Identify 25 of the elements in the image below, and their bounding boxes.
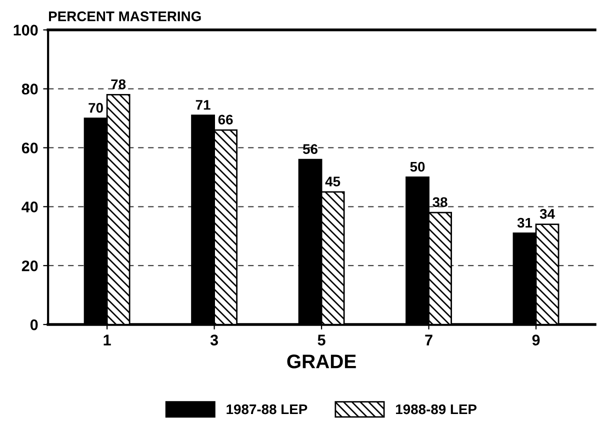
data-label: 50 [410,162,425,172]
y-tick-label: 80 [22,84,38,94]
x-tick-label: 7 [425,334,432,346]
legend-label: 1987-88 LEP [226,404,308,414]
data-label: 45 [325,176,340,186]
y-axis-title: PERCENT MASTERING [49,11,201,22]
y-tick-label: 60 [22,142,38,154]
data-label: 34 [540,208,555,219]
data-label: 56 [302,144,318,154]
x-tick-label: 5 [318,334,326,346]
x-tick-label: 3 [210,334,218,346]
y-tick-label: 0 [30,319,38,330]
data-label: 78 [111,79,126,90]
x-tick-label: 9 [532,334,540,346]
data-label: 66 [218,114,233,125]
y-tick-label: 100 [14,24,38,36]
y-tick-label: 40 [22,202,38,212]
x-axis-title: GRADE [287,354,356,368]
y-tick-label: 20 [22,260,38,272]
x-tick-label: 1 [104,334,111,346]
legend-label: 1988-89 LEP [396,404,477,414]
data-label: 71 [196,100,210,110]
data-label: 70 [88,102,103,113]
data-label: 31 [517,218,532,228]
data-label: 38 [432,197,448,208]
